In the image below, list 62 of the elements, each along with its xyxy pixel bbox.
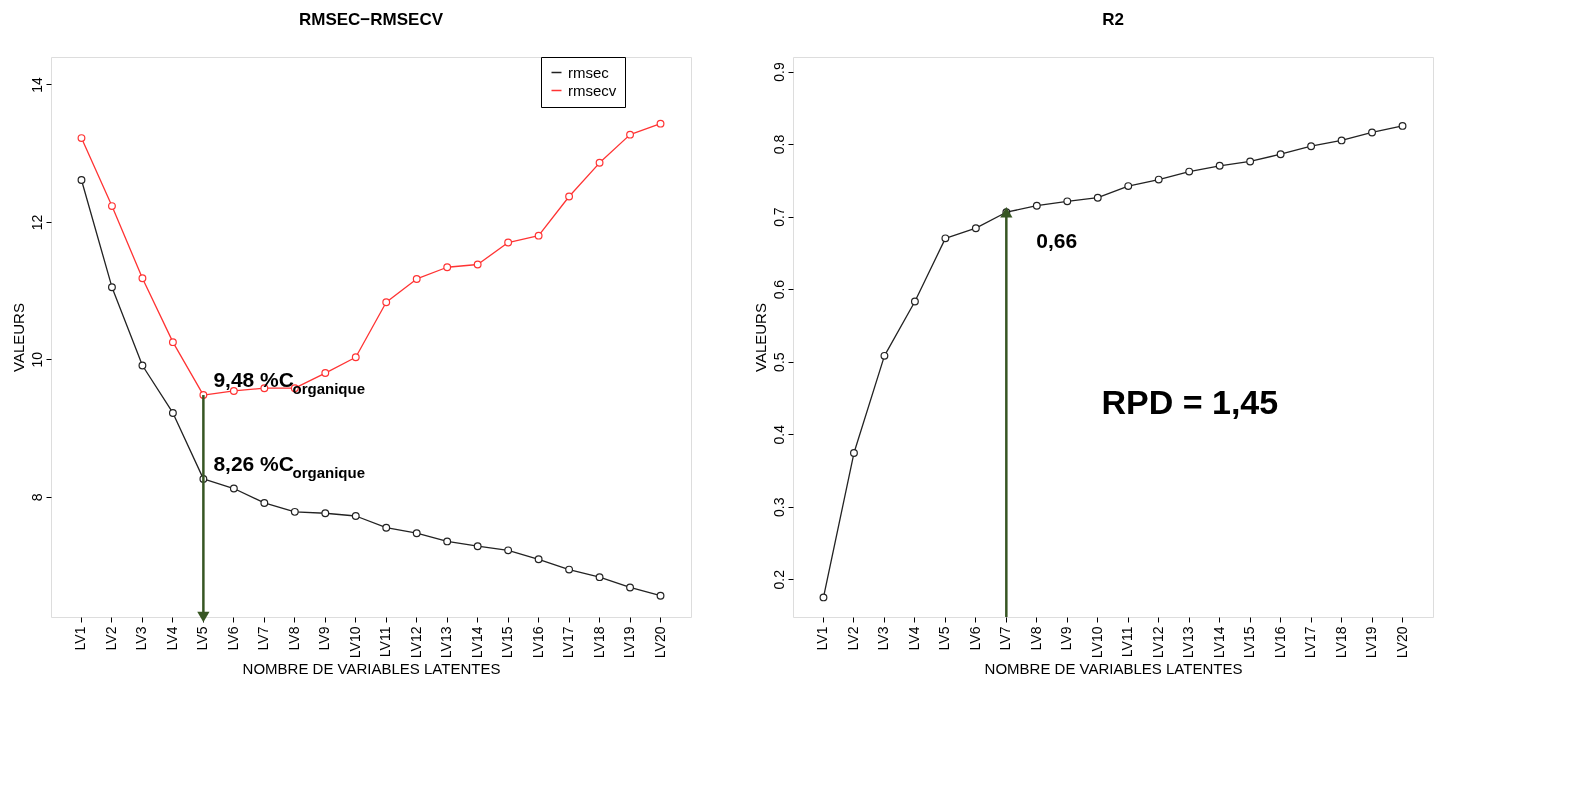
x-tick-label: LV10 [1088,626,1105,659]
x-tick-label: LV19 [1363,626,1380,659]
x-tick-label: LV11 [1119,626,1136,658]
x-tick-label: LV5 [194,626,211,651]
y-tick-label: 8 [28,493,45,502]
x-tick-label: LV4 [163,626,180,651]
y-tick-label: 10 [28,351,45,368]
x-tick-label: LV12 [407,626,424,659]
x-tick-label: LV15 [499,626,516,659]
y-tick-label: 0.7 [770,207,787,227]
x-tick-label: LV2 [102,626,119,651]
x-tick-label: LV13 [438,626,455,659]
x-tick-label: LV5 [936,626,953,651]
x-axis-title: NOMBRE DE VARIABLES LATENTES [984,660,1243,678]
y-tick-label: 0.3 [770,497,787,517]
x-tick-label: LV3 [133,626,150,651]
legend-label: rmsec [568,63,610,81]
x-tick-label: LV15 [1241,626,1258,659]
y-tick-label: 0.5 [770,352,787,372]
legend-label: rmsecv [568,81,617,99]
x-tick-label: LV20 [651,626,668,659]
x-tick-label: LV14 [468,626,485,659]
y-tick-label: 14 [28,76,45,93]
x-tick-label: LV19 [621,626,638,659]
x-tick-label: LV16 [529,626,546,659]
x-tick-label: LV9 [316,626,333,651]
y-tick-label: 0.8 [770,134,787,155]
x-tick-label: LV17 [560,626,577,659]
x-tick-label: LV4 [905,626,922,651]
x-tick-label: LV6 [224,626,241,651]
x-axis-title: NOMBRE DE VARIABLES LATENTES [242,660,501,678]
y-tick-label: 0.9 [770,62,787,82]
x-tick-label: LV9 [1058,626,1075,651]
x-tick-label: LV16 [1271,626,1288,659]
x-tick-label: LV1 [814,626,831,651]
x-tick-label: LV11 [377,626,394,658]
chart-title: RMSEC−RMSECV [298,9,444,29]
x-tick-label: LV3 [875,626,892,651]
ref-line-label: 0,66 [1036,228,1078,252]
x-tick-label: LV1 [72,626,89,651]
x-tick-label: LV18 [1332,626,1349,659]
y-axis-title: VALEURS [9,303,27,372]
y-tick-label: 0.2 [770,569,787,590]
x-tick-label: LV13 [1180,626,1197,659]
x-tick-label: LV18 [590,626,607,659]
y-tick-label: 0.4 [770,424,787,445]
x-tick-label: LV17 [1302,626,1319,659]
x-tick-label: LV8 [285,626,302,651]
x-tick-label: LV8 [1027,626,1044,651]
x-tick-label: LV7 [997,626,1014,651]
y-tick-label: 0.6 [770,279,787,300]
x-tick-label: LV10 [346,626,363,659]
x-tick-label: LV14 [1210,626,1227,659]
annotation: RPD = 1,45 [1101,383,1279,422]
x-tick-label: LV20 [1393,626,1410,659]
y-axis-title: VALEURS [751,303,769,372]
x-tick-label: LV6 [966,626,983,651]
x-tick-label: LV2 [844,626,861,651]
x-tick-label: LV7 [255,626,272,651]
x-tick-label: LV12 [1149,626,1166,659]
y-tick-label: 12 [28,214,45,231]
chart-title: R2 [1102,10,1124,29]
